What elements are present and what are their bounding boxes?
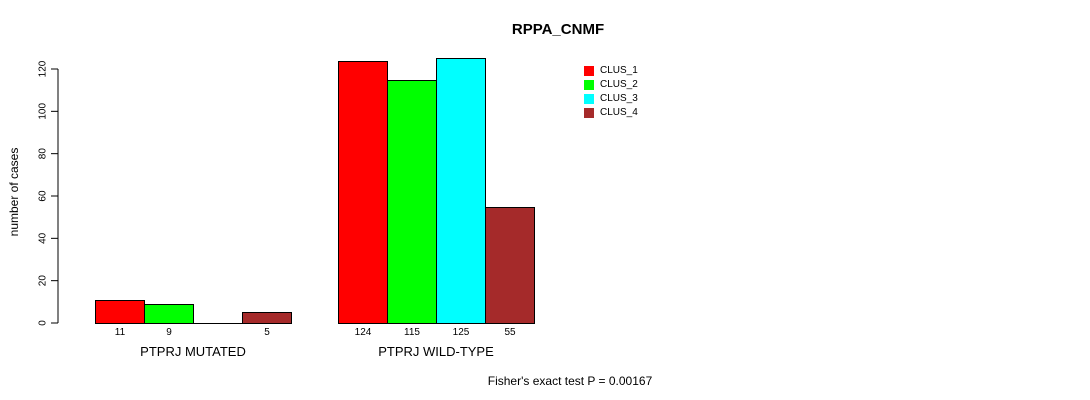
legend: CLUS_1 CLUS_2 CLUS_3 CLUS_4 — [584, 64, 638, 120]
y-tick-label: 120 — [38, 60, 49, 77]
legend-item-clus_2: CLUS_2 — [584, 78, 638, 92]
legend-swatch-icon — [584, 94, 594, 104]
bar-value-label: 115 — [404, 327, 420, 338]
bar-clus_1-ptprj-wild-type — [338, 61, 388, 324]
y-axis-label: number of cases — [7, 148, 21, 237]
bar-value-label: 9 — [166, 327, 172, 338]
bar-value-label: 125 — [452, 327, 470, 338]
bar-value-label: 5 — [264, 327, 270, 338]
y-tick-label: 0 — [38, 320, 49, 326]
legend-label: CLUS_3 — [600, 93, 638, 104]
y-tick-label: 100 — [38, 103, 49, 120]
y-tick-label: 20 — [38, 275, 49, 287]
bar-clus_1-ptprj-mutated — [95, 300, 145, 324]
bar-clus_2-ptprj-wild-type — [387, 80, 437, 324]
bar-value-label: 124 — [354, 327, 372, 338]
bar-value-label: 11 — [114, 327, 126, 338]
bar-clus_4-ptprj-wild-type — [485, 207, 535, 324]
legend-item-clus_3: CLUS_3 — [584, 92, 638, 106]
legend-swatch-icon — [584, 108, 594, 118]
legend-swatch-icon — [584, 66, 594, 76]
legend-item-clus_4: CLUS_4 — [584, 106, 638, 120]
x-group-label: PTPRJ MUTATED — [140, 344, 246, 359]
chart-title: RPPA_CNMF — [511, 21, 605, 38]
legend-item-clus_1: CLUS_1 — [584, 64, 638, 78]
legend-label: CLUS_2 — [600, 79, 638, 90]
bar-clus_4-ptprj-mutated — [242, 312, 292, 324]
x-group-label: PTPRJ WILD-TYPE — [378, 344, 494, 359]
bar-clus_2-ptprj-mutated — [144, 304, 194, 324]
y-tick-label: 40 — [38, 232, 49, 244]
legend-label: CLUS_4 — [600, 107, 638, 118]
bar-clus_3-ptprj-wild-type — [436, 58, 486, 324]
y-tick-label: 80 — [38, 148, 49, 160]
bar-value-label: 55 — [504, 327, 516, 338]
fisher-test-annotation: Fisher's exact test P = 0.00167 — [487, 374, 653, 388]
legend-swatch-icon — [584, 80, 594, 90]
legend-label: CLUS_1 — [600, 65, 638, 76]
y-tick-label: 60 — [38, 190, 49, 202]
